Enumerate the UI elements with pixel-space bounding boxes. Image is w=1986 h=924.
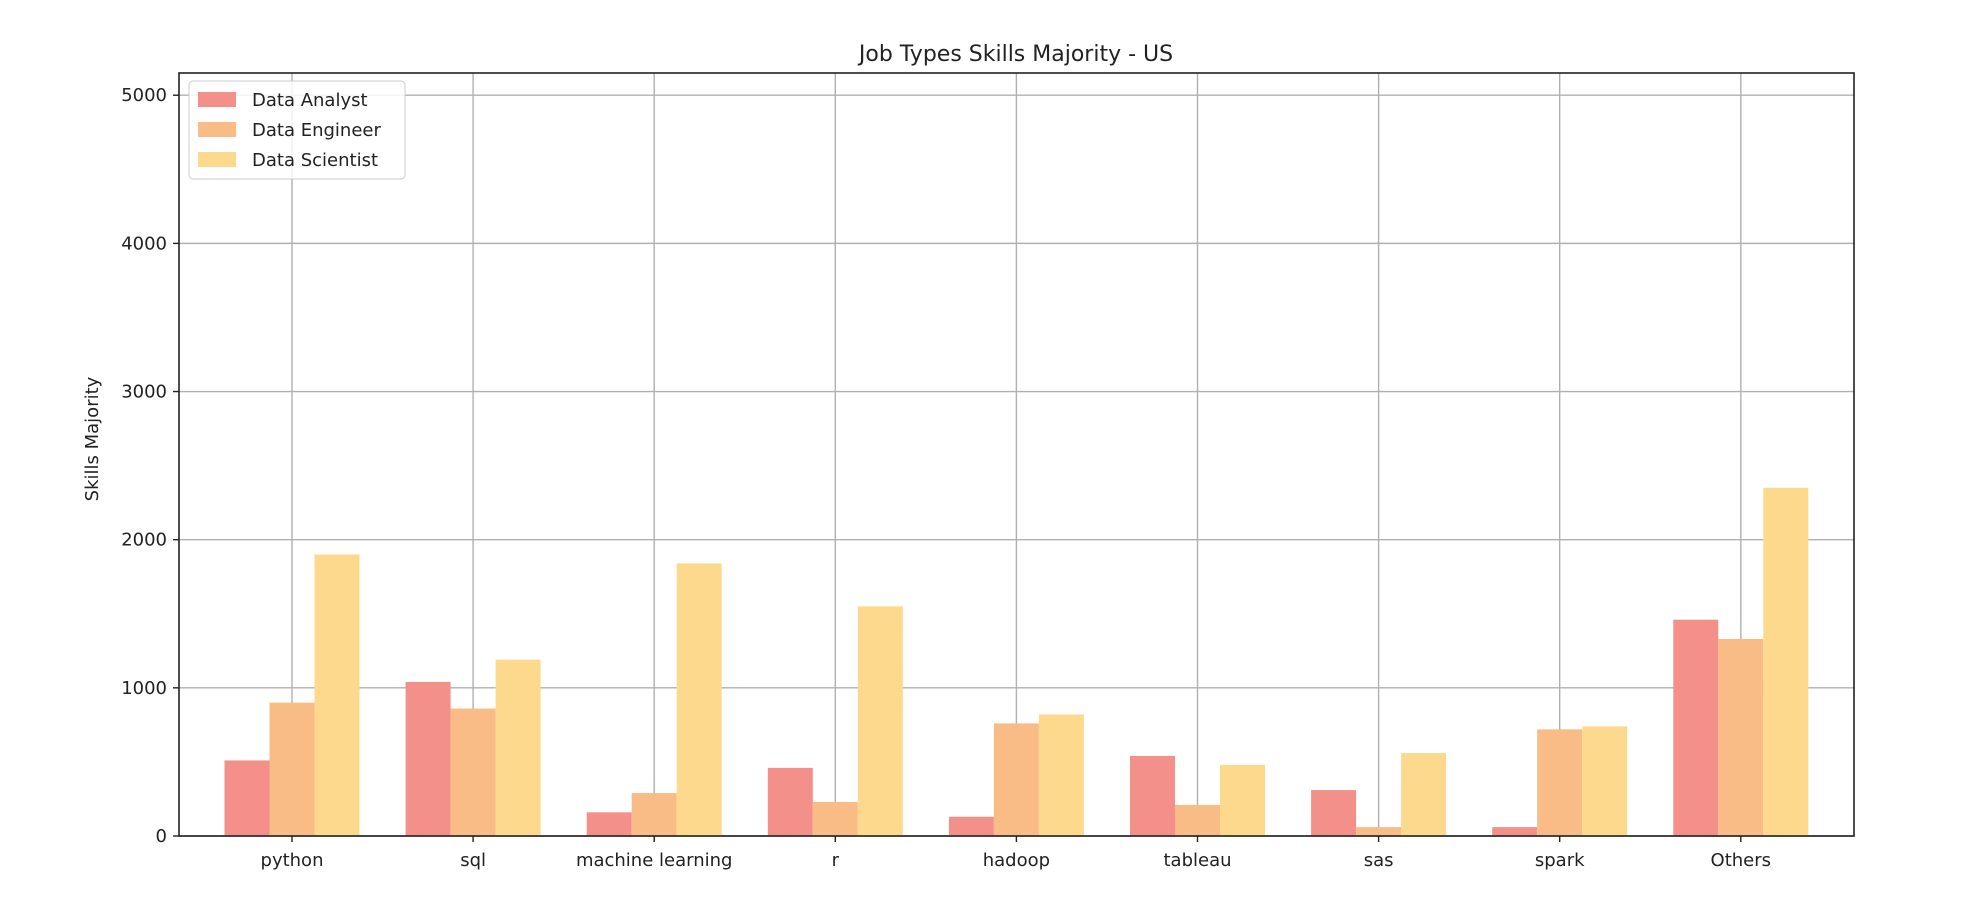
y-tick-label: 4000 bbox=[121, 233, 167, 254]
bars bbox=[224, 487, 1809, 836]
bar-data-scientist-spark bbox=[1582, 726, 1628, 836]
bar-data-analyst-sql bbox=[405, 681, 451, 836]
bar-data-analyst-tableau bbox=[1130, 755, 1175, 836]
bar-data-analyst-spark bbox=[1492, 827, 1538, 836]
bar-data-scientist-tableau bbox=[1220, 764, 1265, 836]
bar-data-analyst-others bbox=[1673, 619, 1719, 836]
bar-data-scientist-machine-learning bbox=[676, 563, 722, 836]
bar-data-analyst-machine-learning bbox=[586, 812, 632, 836]
bar-data-scientist-hadoop bbox=[1038, 714, 1084, 836]
x-axis-ticks: python sql machine learning r hadoop tableau s… bbox=[261, 836, 1772, 871]
bar-data-scientist-sas bbox=[1401, 753, 1447, 836]
bar-data-scientist-r bbox=[857, 606, 903, 836]
y-tick-label: 5000 bbox=[121, 85, 167, 106]
x-tick-label: Others bbox=[1711, 850, 1772, 871]
legend-label: Data Scientist bbox=[252, 150, 378, 171]
legend-box bbox=[188, 80, 406, 180]
legend-swatch bbox=[198, 152, 236, 167]
bar-data-engineer-sas bbox=[1356, 827, 1402, 836]
bar-data-engineer-python bbox=[269, 702, 315, 836]
y-tick-label: 1000 bbox=[121, 678, 167, 699]
bar-data-engineer-spark bbox=[1537, 729, 1583, 836]
x-tick-label: hadoop bbox=[983, 850, 1050, 871]
bar-data-engineer-others bbox=[1718, 638, 1764, 836]
legend: Data Analyst Data Engineer Data Scientist bbox=[188, 80, 406, 180]
bar-data-engineer-sql bbox=[450, 708, 496, 836]
y-tick-label: 0 bbox=[156, 826, 167, 847]
legend-swatch bbox=[198, 122, 236, 137]
y-axis-ticks: 0 1000 2000 3000 4000 5000 bbox=[121, 85, 179, 847]
bar-data-analyst-sas bbox=[1311, 790, 1357, 836]
bar-data-scientist-sql bbox=[495, 659, 541, 836]
x-tick-label: sql bbox=[460, 850, 486, 871]
bar-data-scientist-others bbox=[1763, 487, 1809, 836]
bar-data-engineer-r bbox=[812, 801, 858, 836]
y-tick-label: 3000 bbox=[121, 382, 167, 403]
legend-label: Data Engineer bbox=[252, 120, 381, 141]
bar-data-analyst-python bbox=[224, 760, 270, 836]
x-tick-label: spark bbox=[1535, 850, 1585, 871]
x-tick-label: r bbox=[832, 850, 840, 871]
y-tick-label: 2000 bbox=[121, 530, 167, 551]
x-tick-label: machine learning bbox=[576, 850, 733, 871]
bar-data-analyst-hadoop bbox=[948, 816, 994, 836]
bar-data-engineer-hadoop bbox=[993, 723, 1039, 836]
legend-swatch bbox=[198, 92, 236, 107]
bar-data-engineer-tableau bbox=[1175, 804, 1220, 836]
x-tick-label: tableau bbox=[1163, 850, 1231, 871]
bar-data-analyst-r bbox=[767, 767, 813, 836]
chart-title: Job Types Skills Majority - US bbox=[857, 42, 1173, 67]
x-tick-label: sas bbox=[1364, 850, 1394, 871]
grid-lines bbox=[179, 73, 1854, 837]
bar-data-scientist-python bbox=[314, 554, 360, 836]
bar-data-engineer-machine-learning bbox=[631, 793, 677, 836]
y-axis-label: Skills Majority bbox=[82, 376, 103, 501]
legend-label: Data Analyst bbox=[252, 90, 368, 111]
x-tick-label: python bbox=[261, 850, 324, 871]
